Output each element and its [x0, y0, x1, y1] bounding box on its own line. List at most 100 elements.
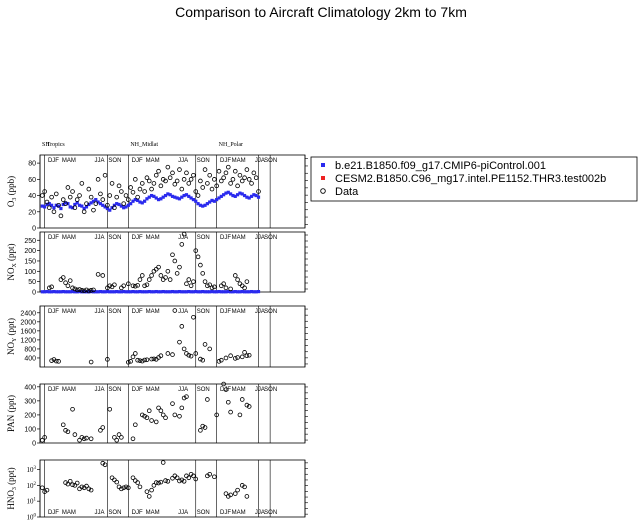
season-label: MAM	[146, 387, 160, 393]
data-point	[58, 213, 64, 219]
data-point	[137, 484, 143, 490]
model-point	[170, 194, 175, 198]
data-point	[177, 167, 182, 172]
data-point	[228, 286, 233, 292]
season-label: MAM	[62, 510, 76, 516]
data-point	[200, 185, 206, 190]
data-point	[137, 358, 143, 363]
data-point	[163, 178, 168, 184]
data-point	[144, 282, 150, 288]
data-point	[246, 177, 252, 182]
model-point	[101, 203, 105, 207]
model-point	[191, 198, 196, 202]
data-point	[184, 281, 189, 287]
model-point	[203, 290, 207, 294]
model-point	[117, 202, 121, 207]
data-point	[221, 281, 226, 287]
model-point	[124, 290, 128, 294]
data-point	[135, 194, 140, 200]
data-point	[112, 282, 117, 288]
legend-marker	[320, 188, 326, 194]
data-point	[42, 435, 47, 440]
data-point	[179, 242, 185, 247]
data-point	[107, 193, 113, 198]
model-point	[222, 290, 226, 294]
model-point	[68, 205, 72, 209]
data-point	[119, 486, 124, 492]
data-point	[67, 278, 73, 283]
data-point	[181, 177, 187, 182]
data-point	[207, 471, 212, 477]
data-point	[146, 408, 152, 413]
data-point	[209, 285, 215, 291]
data-point	[102, 172, 108, 178]
data-point	[228, 353, 233, 359]
data-point	[60, 422, 66, 428]
model-point	[240, 289, 244, 294]
model-point	[242, 193, 247, 198]
y-axis-label: PAN (ppt)	[6, 395, 16, 432]
model-point	[40, 204, 44, 208]
data-point	[74, 287, 80, 293]
data-point	[109, 181, 115, 186]
y-tick-label: 101	[27, 498, 37, 506]
model-point	[94, 198, 98, 202]
data-point	[202, 167, 208, 172]
data-point	[232, 168, 238, 174]
data-point	[146, 277, 152, 282]
data-point	[142, 414, 147, 419]
y-tick-label: 200	[24, 412, 36, 419]
season-label: MAM	[62, 387, 76, 393]
legend-marker	[321, 176, 325, 180]
data-point	[244, 402, 250, 408]
season-label: JJA	[255, 235, 265, 241]
data-point	[72, 483, 78, 488]
model-point	[219, 194, 223, 198]
model-point	[87, 290, 91, 294]
data-point	[116, 432, 122, 437]
data-point	[130, 475, 136, 481]
data-point	[100, 425, 106, 430]
data-point	[130, 283, 136, 289]
model-point	[208, 290, 212, 294]
data-point	[65, 283, 71, 289]
data-point	[172, 412, 178, 418]
data-point	[142, 283, 147, 289]
panel-frame	[39, 459, 306, 518]
data-point	[72, 286, 78, 292]
data-point	[91, 207, 96, 213]
model-point	[208, 200, 212, 204]
model-point	[252, 290, 256, 294]
season-label: DJF	[48, 387, 59, 393]
data-point	[202, 279, 208, 284]
model-point	[224, 290, 228, 294]
data-point	[216, 359, 222, 364]
data-point	[133, 177, 138, 182]
season-label: MAM	[232, 387, 246, 393]
model-point	[156, 198, 161, 202]
season-label: SON	[108, 235, 121, 241]
season-label: MAM	[232, 510, 246, 516]
y-tick-label: 2400	[20, 310, 36, 317]
model-point	[198, 203, 202, 207]
model-point	[238, 191, 242, 195]
data-point	[114, 437, 120, 443]
data-point	[188, 283, 194, 289]
data-point	[133, 351, 138, 356]
data-point	[70, 285, 75, 291]
data-point	[181, 346, 187, 352]
data-point	[172, 258, 178, 264]
y-tick-label: 50	[28, 279, 36, 286]
data-point	[235, 277, 240, 282]
data-point	[214, 183, 219, 189]
data-point	[239, 354, 245, 360]
model-point	[224, 191, 228, 195]
data-point	[79, 181, 85, 186]
data-point	[232, 491, 238, 496]
season-label: SON	[264, 387, 277, 393]
data-point	[139, 181, 145, 186]
y-tick-label: 150	[24, 258, 36, 265]
model-point	[161, 289, 165, 294]
data-point	[63, 201, 68, 206]
model-point	[184, 193, 189, 197]
